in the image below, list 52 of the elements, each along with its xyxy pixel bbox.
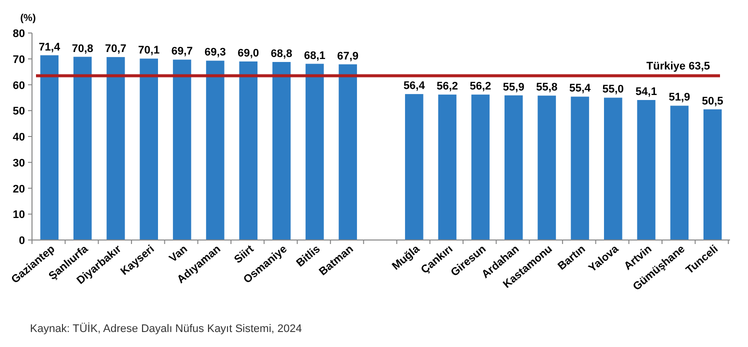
data-label: 67,9 (337, 50, 359, 62)
bar (405, 94, 424, 240)
bar (504, 95, 523, 240)
data-label: 70,8 (72, 42, 94, 55)
data-label: 68,1 (304, 50, 326, 62)
data-label: 51,9 (668, 92, 690, 104)
bar (306, 64, 324, 240)
bar (538, 96, 556, 240)
y-tick-label: 70 (12, 54, 25, 66)
data-label: 55,8 (536, 82, 558, 94)
y-tick-label: 60 (12, 80, 25, 92)
data-label: 69,3 (204, 46, 226, 59)
bar (471, 94, 490, 240)
data-label: 71,4 (38, 41, 61, 54)
bar (604, 98, 622, 240)
bar (570, 96, 590, 240)
y-tick-label: 0 (18, 235, 25, 247)
bar (438, 94, 456, 240)
data-label: 55,9 (502, 81, 524, 94)
data-label: 56,2 (470, 80, 492, 93)
bar (172, 60, 192, 240)
bar (338, 64, 357, 240)
data-label: 55,0 (602, 84, 624, 96)
y-tick-label: 20 (12, 183, 25, 196)
bar (239, 61, 258, 240)
y-tick-label: 10 (12, 209, 25, 222)
data-label: 68,8 (270, 48, 292, 60)
data-label: 54,1 (636, 86, 657, 98)
data-label: 55,4 (569, 82, 592, 95)
bar (106, 57, 125, 240)
data-label: 69,7 (171, 46, 193, 58)
y-axis-title: (%) (20, 13, 36, 24)
bar (670, 106, 689, 240)
bar (703, 109, 722, 240)
y-tick-label: 40 (12, 132, 25, 144)
bar (272, 62, 291, 240)
bar (637, 100, 656, 240)
data-label: 70,7 (105, 43, 126, 56)
bar (73, 56, 92, 240)
data-label: 69,0 (238, 47, 260, 60)
bar (40, 55, 59, 240)
bar (206, 60, 224, 240)
data-label: 70,1 (138, 44, 160, 57)
ref-line-label: Türkiye 63,5 (646, 60, 710, 73)
text: Kaynak: TÜİK, Adrese Dayalı Nüfus Kayıt Sistemi, 2024 (30, 322, 302, 335)
y-tick-label: 30 (12, 157, 25, 170)
bar (140, 58, 158, 240)
y-tick-label: 80 (12, 28, 25, 40)
data-label: 50,5 (702, 95, 724, 108)
data-label: 56,2 (436, 80, 458, 93)
y-tick-label: 50 (12, 106, 25, 118)
data-label: 56,4 (403, 80, 426, 92)
